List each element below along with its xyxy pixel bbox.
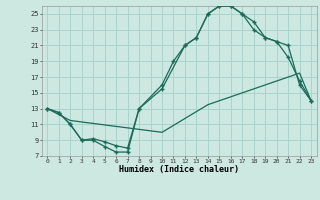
X-axis label: Humidex (Indice chaleur): Humidex (Indice chaleur) — [119, 165, 239, 174]
